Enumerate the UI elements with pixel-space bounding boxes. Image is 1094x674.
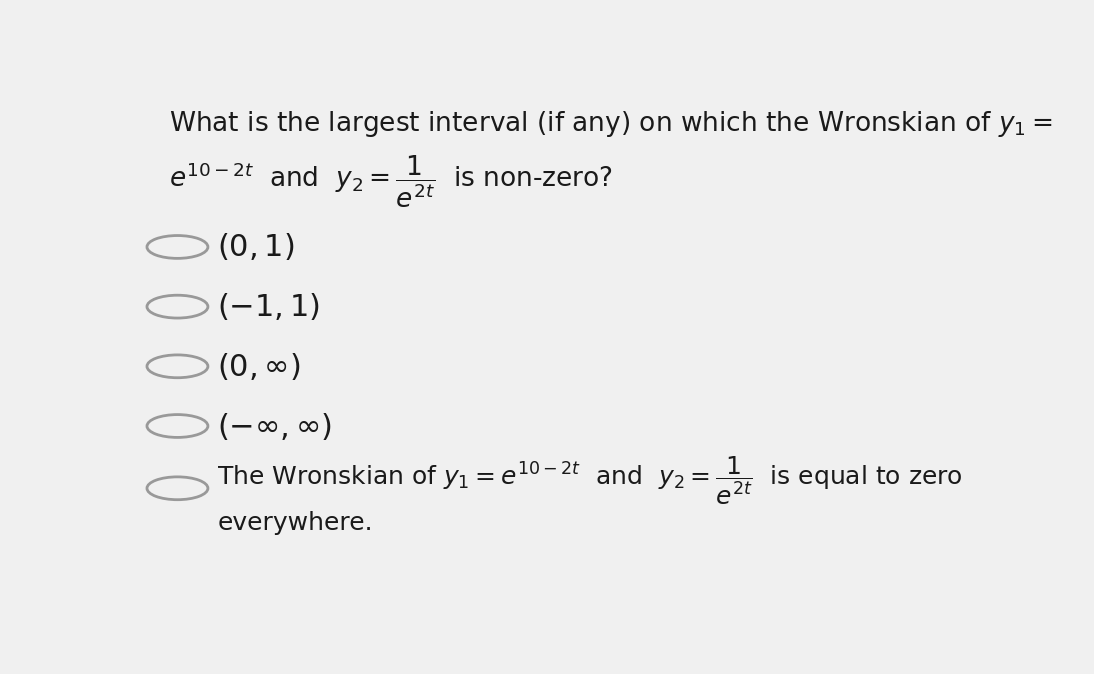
Text: $e^{10-2t}$  and  $y_2 = \dfrac{1}{e^{2t}}$  is non-zero?: $e^{10-2t}$ and $y_2 = \dfrac{1}{e^{2t}}… [168, 154, 613, 210]
Text: $(0, \infty)$: $(0, \infty)$ [218, 351, 301, 381]
Text: The Wronskian of $y_1 = e^{10-2t}$  and  $y_2 = \dfrac{1}{e^{2t}}$  is equal to : The Wronskian of $y_1 = e^{10-2t}$ and $… [218, 454, 963, 507]
Text: $(-\infty, \infty)$: $(-\infty, \infty)$ [218, 410, 333, 441]
Text: $(0, 1)$: $(0, 1)$ [218, 231, 295, 262]
Text: everywhere.: everywhere. [218, 511, 373, 535]
Text: $(-1, 1)$: $(-1, 1)$ [218, 291, 321, 322]
Text: What is the largest interval (if any) on which the Wronskian of $y_1 =$: What is the largest interval (if any) on… [168, 109, 1052, 140]
